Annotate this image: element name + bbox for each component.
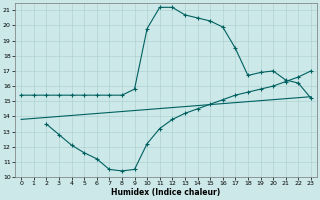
- X-axis label: Humidex (Indice chaleur): Humidex (Indice chaleur): [111, 188, 221, 197]
